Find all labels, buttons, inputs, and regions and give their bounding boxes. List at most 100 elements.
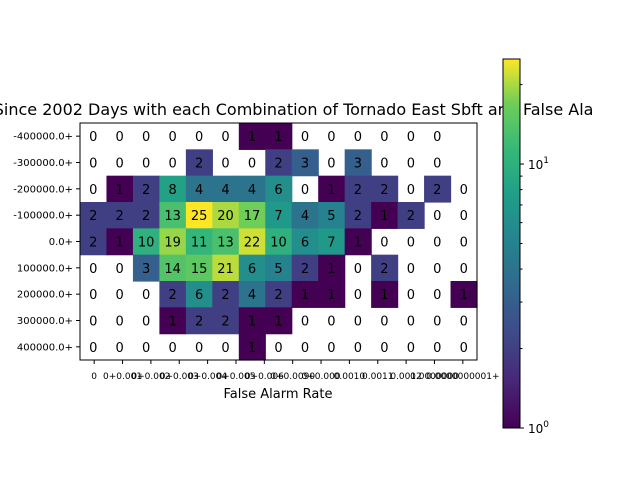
cell-value-label: 1 xyxy=(380,209,388,224)
heatmap-cell xyxy=(318,202,346,229)
cell-value-label: 0 xyxy=(407,183,415,198)
cell-value-label: 2 xyxy=(274,288,282,303)
y-tick-label: 100000.0+ xyxy=(17,263,73,274)
heatmap-cell xyxy=(238,307,266,335)
chart-title: te Since 2002 Days with each Combination… xyxy=(0,100,593,119)
heatmap-cell xyxy=(344,175,372,203)
cell-value-label: 2 xyxy=(195,157,203,172)
cell-value-label: 1 xyxy=(116,236,124,251)
heatmap-cell xyxy=(318,254,346,282)
heatmap-cell xyxy=(318,281,346,308)
cell-value-label: 6 xyxy=(195,288,203,303)
cell-value-label: 0 xyxy=(380,315,388,330)
x-axis-label: False Alarm Rate xyxy=(224,387,333,402)
heatmap-cell xyxy=(265,307,293,335)
cell-value-label: 1 xyxy=(274,130,282,145)
cell-value-label: 2 xyxy=(195,315,203,330)
cell-value-label: 4 xyxy=(248,288,256,303)
cell-value-label: 0 xyxy=(89,262,97,277)
cell-value-label: 1 xyxy=(460,288,468,303)
cell-value-label: 1 xyxy=(248,341,256,356)
cell-value-label: 0 xyxy=(380,236,388,251)
cell-value-label: 2 xyxy=(380,183,388,198)
heatmap-cell xyxy=(265,123,293,150)
cell-value-label: 17 xyxy=(244,209,261,224)
heatmap-cell xyxy=(185,175,213,203)
cell-value-label: 5 xyxy=(274,262,282,277)
y-tick-label: 300000.0+ xyxy=(17,316,73,327)
heatmap-cell xyxy=(371,254,399,282)
cell-value-label: 0 xyxy=(327,130,335,145)
heatmap-cell xyxy=(397,202,425,229)
cell-value-label: 2 xyxy=(354,183,362,198)
cell-value-label: 0 xyxy=(221,130,229,145)
cell-value-label: 0 xyxy=(142,315,150,330)
heatmap-cell xyxy=(132,175,160,203)
x-tick-label: 0.0011 xyxy=(362,372,394,382)
cell-value-label: 19 xyxy=(164,236,181,251)
cell-value-label: 1 xyxy=(168,315,176,330)
x-tick-label: 0 xyxy=(91,372,97,382)
heatmap-cell xyxy=(212,281,240,308)
cell-value-label: 0 xyxy=(460,209,468,224)
x-tick-label: 0+0.0090 xyxy=(270,372,315,382)
cell-value-label: 0 xyxy=(460,183,468,198)
cell-value-label: 0 xyxy=(407,341,415,356)
x-tick-label: 0.0012 xyxy=(390,372,422,382)
cell-value-label: 0 xyxy=(89,157,97,172)
heatmap-cell xyxy=(371,202,399,229)
x-tick-label: 0.0000000 xyxy=(410,372,459,382)
cell-value-label: 4 xyxy=(221,183,229,198)
heatmap-cell xyxy=(80,228,108,256)
heatmap-cell xyxy=(371,281,399,308)
cell-value-label: 2 xyxy=(89,236,97,251)
cell-value-label: 0 xyxy=(142,130,150,145)
cell-value-label: 1 xyxy=(327,288,335,303)
heatmap-cell xyxy=(106,202,134,229)
cell-value-label: 0 xyxy=(301,183,309,198)
cell-value-label: 1 xyxy=(301,288,309,303)
colorbar-tick-label: 100 xyxy=(528,420,549,436)
cell-value-label: 0 xyxy=(221,341,229,356)
heatmap-cell xyxy=(106,175,134,203)
heatmap-cell xyxy=(318,228,346,256)
cell-value-label: 14 xyxy=(164,262,181,277)
heatmap-cell xyxy=(159,281,187,308)
cell-value-label: 2 xyxy=(89,209,97,224)
heatmap-cell xyxy=(185,281,213,308)
cell-value-label: 0 xyxy=(407,157,415,172)
heatmap-cell xyxy=(159,202,187,229)
heatmap-cell xyxy=(238,254,266,282)
cell-value-label: 0 xyxy=(142,341,150,356)
heatmap-cell xyxy=(291,254,319,282)
heatmap-cell xyxy=(265,202,293,229)
cell-value-label: 13 xyxy=(217,236,234,251)
y-tick-label: 0.0+ xyxy=(49,237,73,248)
cell-value-label: 10 xyxy=(138,236,155,251)
cell-value-label: 6 xyxy=(274,183,282,198)
cell-value-label: 1 xyxy=(327,262,335,277)
heatmap-cell xyxy=(159,254,187,282)
cell-value-label: 0 xyxy=(195,341,203,356)
cell-value-label: 0 xyxy=(407,262,415,277)
cell-value-label: 0 xyxy=(274,341,282,356)
heatmap-cell xyxy=(132,254,160,282)
cell-value-label: 6 xyxy=(248,262,256,277)
x-tick-label: 0+0.003 xyxy=(160,372,199,382)
cell-value-label: 0 xyxy=(460,315,468,330)
cell-value-label: 0 xyxy=(354,130,362,145)
x-tick-label: 0.0010 xyxy=(334,372,366,382)
heatmap-cell xyxy=(265,149,293,177)
y-tick-label: -200000.0+ xyxy=(13,184,73,195)
cell-value-label: 1 xyxy=(327,183,335,198)
x-tick-label: 0+0.002 xyxy=(131,372,170,382)
y-tick-label: -400000.0+ xyxy=(13,132,73,143)
cell-value-label: 2 xyxy=(407,209,415,224)
y-tick-label: 400000.0+ xyxy=(17,342,73,353)
cell-value-label: 5 xyxy=(327,209,335,224)
heatmap-cell xyxy=(106,228,134,256)
cell-value-label: 0 xyxy=(168,341,176,356)
cell-value-label: 4 xyxy=(195,183,203,198)
cell-value-label: 0 xyxy=(116,130,124,145)
cell-value-label: 0 xyxy=(168,157,176,172)
